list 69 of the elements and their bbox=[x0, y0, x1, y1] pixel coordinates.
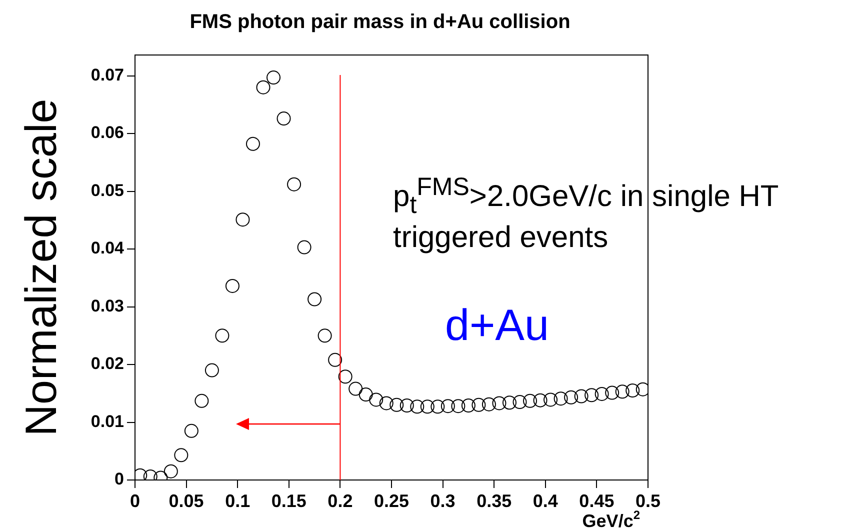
x-tick-label: 0.05 bbox=[168, 490, 204, 511]
x-tick-label: 0.3 bbox=[430, 490, 456, 511]
point bbox=[472, 398, 486, 412]
point bbox=[400, 398, 414, 413]
y-axis-title: Normalized scale bbox=[17, 98, 66, 436]
point bbox=[348, 382, 363, 396]
y-tick-label: 0.07 bbox=[90, 65, 124, 84]
point bbox=[626, 383, 640, 398]
x-tick-label: 0 bbox=[130, 490, 140, 511]
point bbox=[410, 400, 424, 414]
point bbox=[574, 389, 588, 404]
point bbox=[174, 448, 188, 462]
point bbox=[440, 399, 455, 414]
point bbox=[390, 398, 404, 412]
point bbox=[194, 394, 209, 408]
annotation: d+Au bbox=[445, 300, 550, 352]
point bbox=[451, 399, 466, 414]
point bbox=[615, 384, 630, 399]
y-tick-label: 0.01 bbox=[90, 412, 124, 431]
y-tick-label: 0.02 bbox=[90, 354, 124, 374]
point bbox=[564, 390, 578, 404]
x-tick-label: 0.15 bbox=[271, 490, 306, 511]
point bbox=[512, 395, 527, 410]
point bbox=[204, 363, 219, 378]
point bbox=[523, 394, 538, 408]
point bbox=[246, 136, 260, 151]
y-tick-label: 0.06 bbox=[90, 123, 124, 142]
y-tick-label: 0 bbox=[114, 470, 124, 489]
point bbox=[430, 400, 445, 414]
point bbox=[308, 292, 322, 306]
point bbox=[369, 392, 384, 407]
point bbox=[184, 424, 198, 438]
point bbox=[266, 70, 281, 85]
x-tick-label: 0.2 bbox=[328, 490, 353, 511]
point bbox=[544, 392, 558, 407]
y-tick-label: 0.03 bbox=[90, 296, 124, 316]
annotation: p$_{t}$$^{FMS}$>2.0GeV/c in single HT triggered events bbox=[393, 172, 780, 256]
x-tick-label: 0.35 bbox=[476, 490, 512, 511]
point bbox=[164, 464, 178, 478]
point bbox=[502, 396, 516, 410]
point bbox=[533, 393, 548, 408]
point bbox=[287, 177, 302, 192]
point bbox=[215, 328, 230, 343]
x-tick-label: 0.25 bbox=[374, 490, 410, 511]
x-tick-label: 0.1 bbox=[225, 490, 250, 511]
point bbox=[584, 388, 599, 402]
x-tick-label: 0.5 bbox=[635, 490, 661, 511]
point bbox=[420, 400, 434, 414]
y-tick-label: 0.04 bbox=[90, 238, 125, 258]
point bbox=[236, 212, 250, 227]
point bbox=[328, 352, 342, 367]
point bbox=[276, 112, 291, 126]
point bbox=[338, 370, 352, 384]
point bbox=[256, 80, 270, 94]
point bbox=[297, 240, 312, 254]
point bbox=[554, 392, 568, 406]
point bbox=[461, 398, 476, 413]
point bbox=[225, 278, 240, 293]
x-tick-label: 0.4 bbox=[532, 490, 558, 511]
point bbox=[358, 388, 373, 402]
point bbox=[318, 328, 332, 343]
x-tick-label: 0.45 bbox=[579, 490, 614, 511]
point bbox=[492, 396, 506, 410]
point bbox=[605, 386, 620, 400]
y-tick-label: 0.05 bbox=[90, 180, 124, 200]
chart-title: FMS photon pair mass in d+Au collision bbox=[190, 11, 570, 33]
point bbox=[379, 396, 394, 410]
point bbox=[594, 386, 609, 401]
point bbox=[482, 397, 496, 412]
